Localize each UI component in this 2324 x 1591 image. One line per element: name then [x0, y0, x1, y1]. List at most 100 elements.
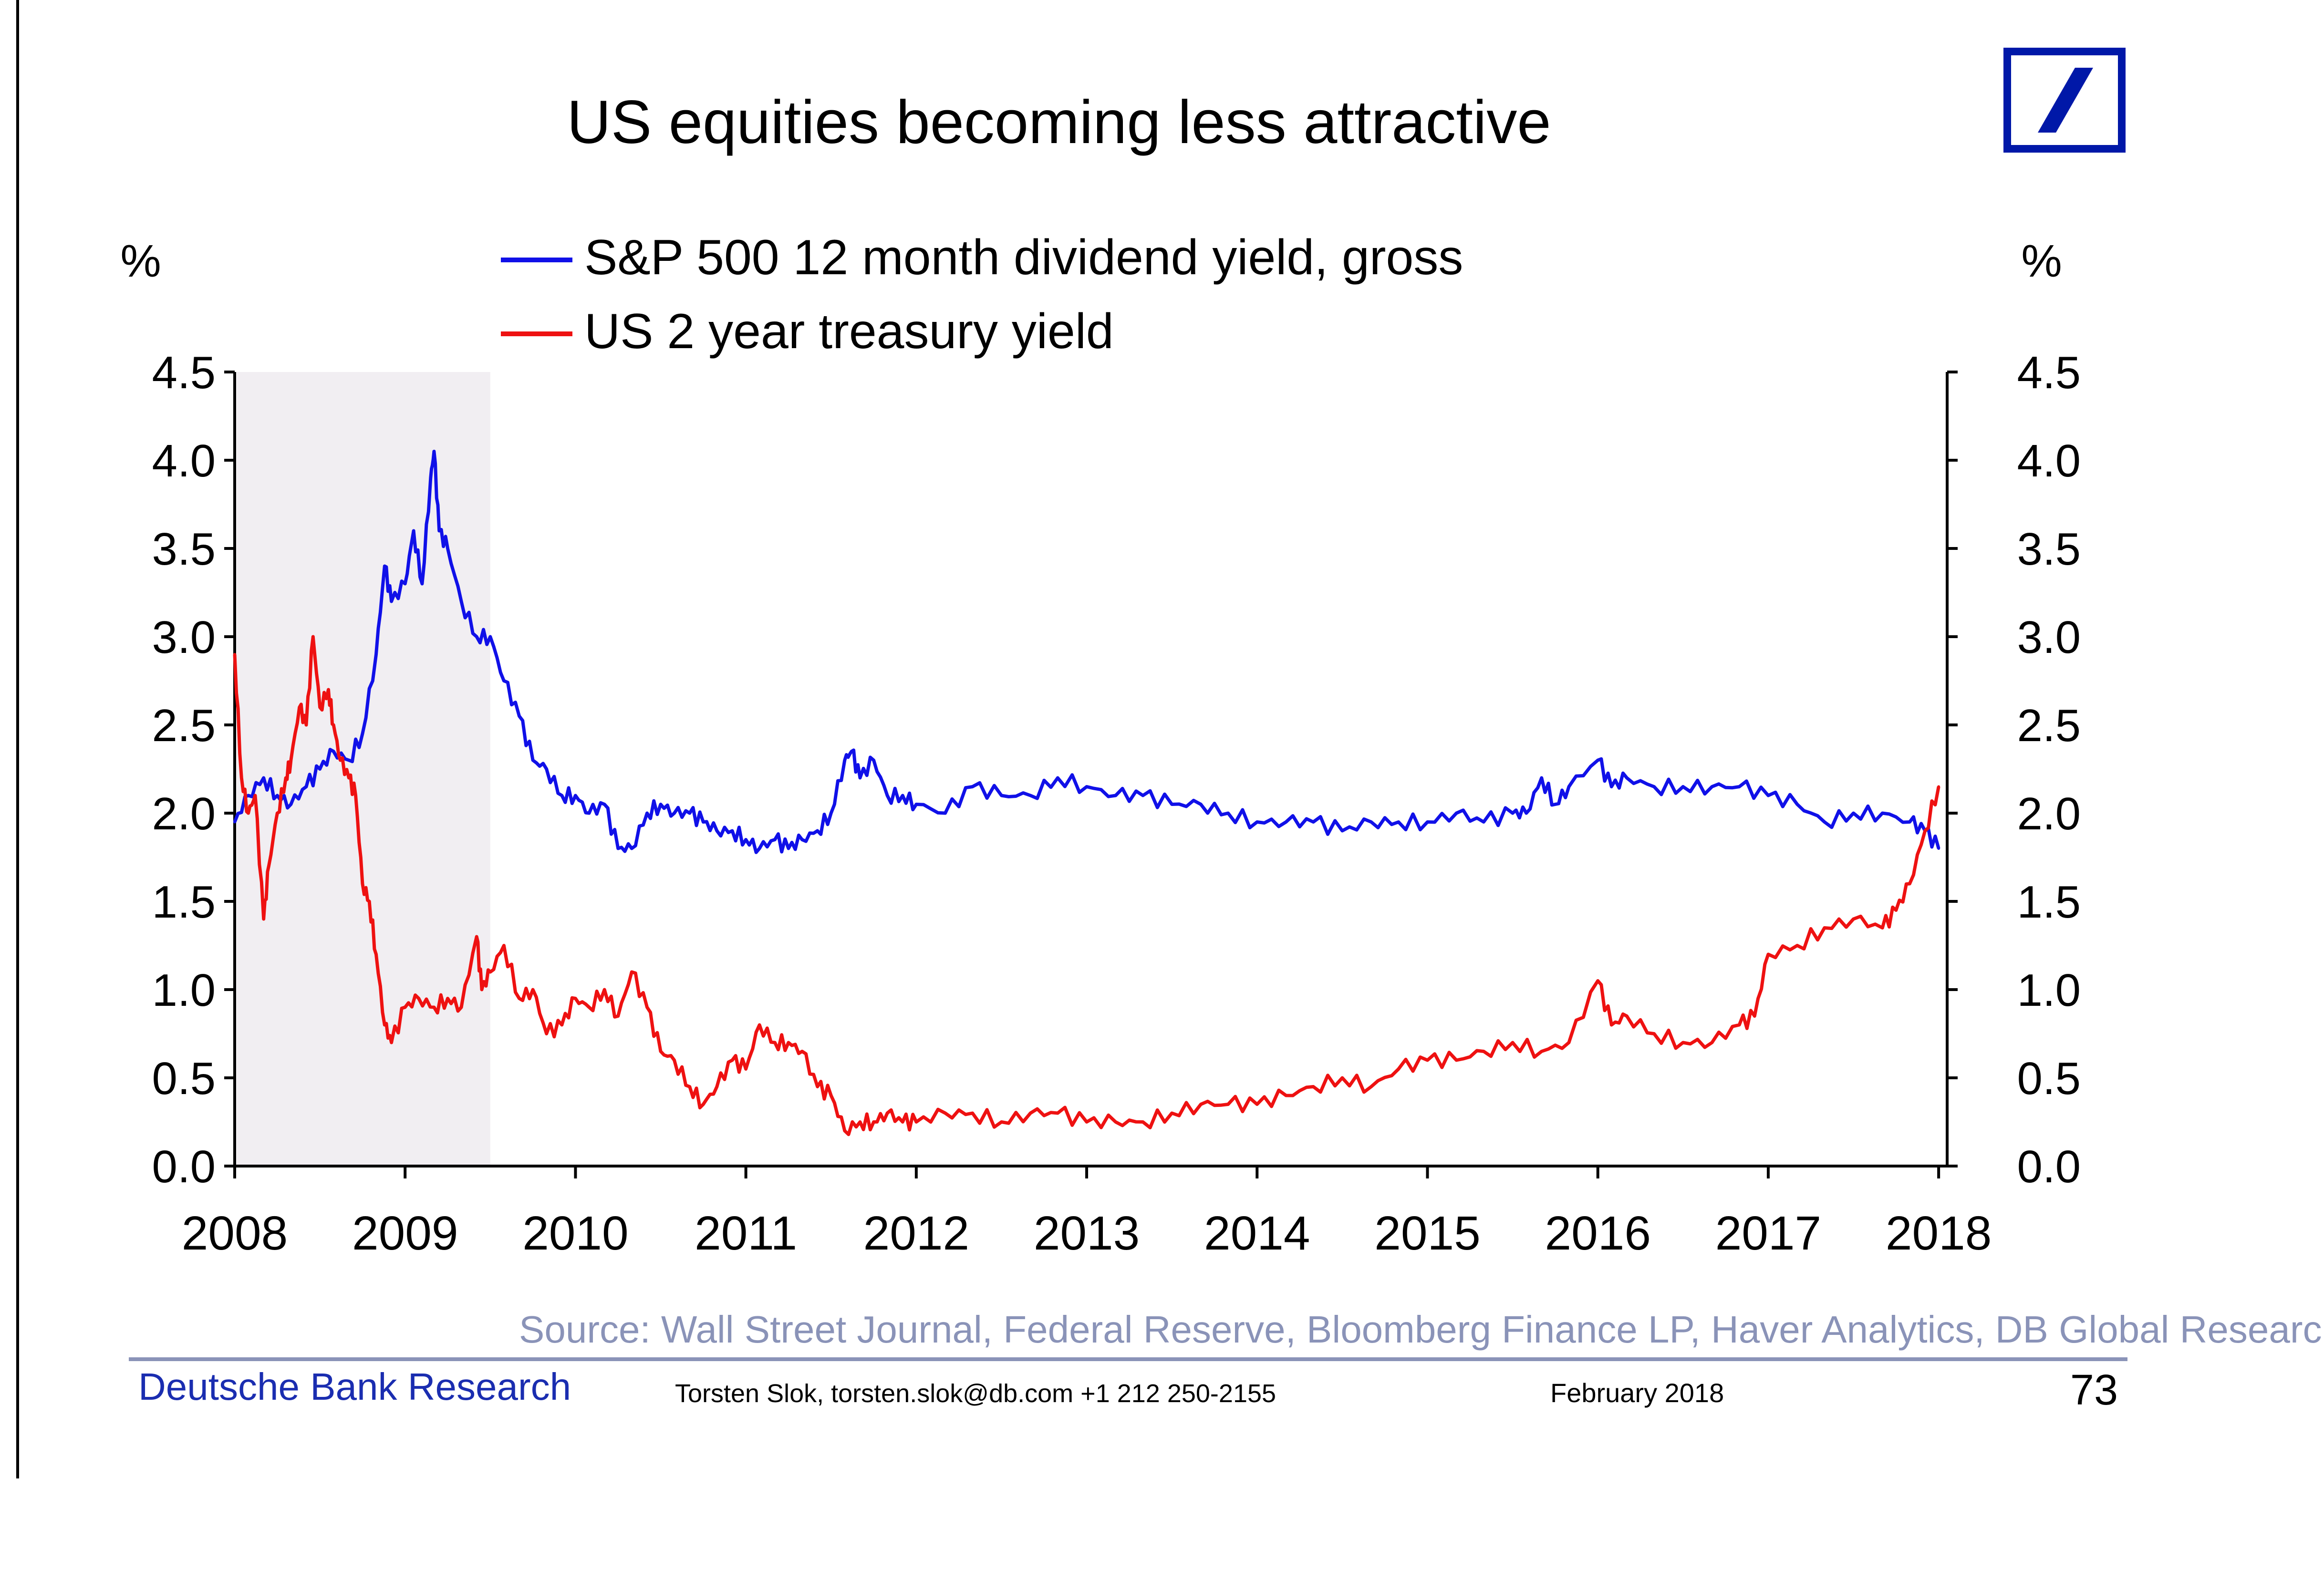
legend: S&P 500 12 month dividend yield, gross U…: [501, 230, 1463, 359]
data-point-treasury-yield: [1455, 1059, 1458, 1062]
series-points-treasury-yield: [233, 635, 1940, 1132]
data-point-treasury-yield: [1029, 1112, 1032, 1115]
data-point-treasury-yield: [1738, 1023, 1741, 1026]
data-point-dividend-yield: [374, 653, 378, 656]
deutsche-bank-logo-icon: [2003, 48, 2126, 153]
y-axis-left-unit: %: [120, 236, 161, 287]
data-point-dividend-yield: [1795, 803, 1799, 806]
data-point-dividend-yield: [361, 732, 364, 735]
footer-date: February 2018: [1550, 1378, 1724, 1408]
data-point-treasury-yield: [1085, 1120, 1089, 1124]
data-point-treasury-yield: [830, 1094, 833, 1097]
y-tick-right-label: 1.5: [2017, 877, 2081, 928]
data-point-treasury-yield: [289, 759, 292, 762]
data-point-dividend-yield: [1085, 785, 1089, 788]
data-point-treasury-yield: [1000, 1120, 1003, 1124]
y-tick-right-label: 0.0: [2017, 1141, 2081, 1192]
data-point-treasury-yield: [645, 1006, 649, 1009]
data-point-dividend-yield: [800, 838, 804, 841]
data-point-dividend-yield: [1711, 785, 1714, 788]
data-point-treasury-yield: [446, 997, 449, 1000]
data-point-treasury-yield: [374, 953, 378, 956]
data-point-treasury-yield: [1923, 829, 1927, 832]
data-point-treasury-yield: [630, 971, 633, 973]
footer-brand: Deutsche Bank Research: [138, 1365, 571, 1408]
data-point-treasury-yield: [262, 918, 265, 920]
data-point-dividend-yield: [1852, 812, 1855, 815]
data-point-treasury-yield: [971, 1112, 974, 1115]
data-point-treasury-yield: [1511, 1041, 1515, 1044]
data-point-treasury-yield: [332, 723, 335, 726]
data-point-dividend-yield: [1681, 785, 1685, 788]
data-point-treasury-yield: [531, 988, 535, 991]
y-tick-left-label: 3.0: [152, 612, 216, 663]
data-point-dividend-yield: [645, 812, 649, 815]
data-point-treasury-yield: [858, 1120, 861, 1124]
data-point-dividend-yield: [1029, 794, 1032, 797]
y-tick-right-label: 2.0: [2017, 788, 2081, 839]
y-ticks-right: 0.0 0.5 1.0 1.5 2.0 2.5 3.0 3.5 4.0 4.5: [1947, 347, 2081, 1192]
footer-page-number: 73: [2070, 1366, 2118, 1414]
slide-left-border: [16, 0, 19, 1478]
data-point-treasury-yield: [603, 988, 606, 991]
data-point-dividend-yield: [1312, 820, 1315, 824]
data-point-dividend-yield: [715, 829, 718, 832]
x-tick-label: 2016: [1545, 1207, 1650, 1260]
data-point-treasury-yield: [233, 653, 236, 656]
y-tick-left-label: 1.5: [152, 877, 216, 928]
data-point-treasury-yield: [1482, 1050, 1485, 1053]
data-point-dividend-yield: [233, 820, 236, 824]
data-point-dividend-yield: [475, 635, 478, 638]
data-point-dividend-yield: [1881, 812, 1884, 815]
legend-label-dividend: S&P 500 12 month dividend yield, gross: [584, 230, 1463, 285]
data-point-dividend-yield: [1255, 820, 1259, 824]
data-point-dividend-yield: [1141, 794, 1144, 797]
data-point-treasury-yield: [460, 1006, 463, 1009]
data-point-treasury-yield: [1596, 979, 1599, 982]
x-tick-label: 2018: [1886, 1207, 1992, 1260]
data-point-treasury-yield: [1141, 1120, 1144, 1124]
x-tick-label: 2013: [1034, 1207, 1140, 1260]
data-point-treasury-yield: [1711, 1041, 1714, 1044]
data-point-treasury-yield: [347, 776, 351, 779]
y-tick-right-label: 1.0: [2017, 965, 2081, 1016]
series-layer: [233, 450, 1940, 1136]
data-point-treasury-yield: [488, 971, 492, 973]
data-point-treasury-yield: [843, 1129, 846, 1132]
data-point-treasury-yield: [560, 1023, 563, 1026]
data-point-treasury-yield: [1823, 926, 1826, 930]
y-tick-right-label: 4.5: [2017, 347, 2081, 398]
data-point-treasury-yield: [240, 776, 243, 779]
data-point-treasury-yield: [339, 759, 342, 762]
data-point-treasury-yield: [1881, 926, 1884, 930]
data-point-treasury-yield: [1852, 918, 1855, 920]
data-point-treasury-yield: [1312, 1085, 1315, 1088]
data-point-dividend-yield: [1340, 829, 1344, 832]
y-tick-right-label: 2.5: [2017, 700, 2081, 751]
y-tick-left-label: 0.0: [152, 1141, 216, 1192]
x-ticks: 2008 2009 2010 2011 2012 2013 2014 2015 2016 2017…: [182, 1166, 1992, 1260]
data-point-treasury-yield: [327, 688, 330, 691]
legend-label-treasury: US 2 year treasury yield: [584, 304, 1114, 359]
data-point-treasury-yield: [1894, 909, 1898, 912]
data-point-treasury-yield: [1567, 1041, 1570, 1044]
data-point-treasury-yield: [404, 1006, 407, 1009]
data-point-treasury-yield: [800, 1050, 804, 1053]
data-point-treasury-yield: [616, 1014, 620, 1018]
data-point-dividend-yield: [383, 565, 386, 568]
data-point-treasury-yield: [480, 988, 483, 991]
data-point-dividend-yield: [944, 812, 947, 815]
data-point-treasury-yield: [284, 776, 288, 779]
x-tick-label: 2011: [695, 1207, 797, 1260]
data-point-treasury-yield: [432, 1006, 436, 1009]
data-point-dividend-yield: [630, 847, 633, 850]
y-tick-right-label: 0.5: [2017, 1053, 2081, 1104]
data-point-treasury-yield: [361, 882, 364, 885]
data-point-treasury-yield: [688, 1085, 691, 1088]
data-point-treasury-yield: [318, 706, 322, 709]
x-tick-label: 2017: [1715, 1207, 1821, 1260]
data-point-treasury-yield: [1170, 1112, 1173, 1115]
data-point-dividend-yield: [1170, 803, 1173, 806]
data-point-treasury-yield: [1370, 1085, 1373, 1088]
data-point-treasury-yield: [702, 1103, 705, 1106]
